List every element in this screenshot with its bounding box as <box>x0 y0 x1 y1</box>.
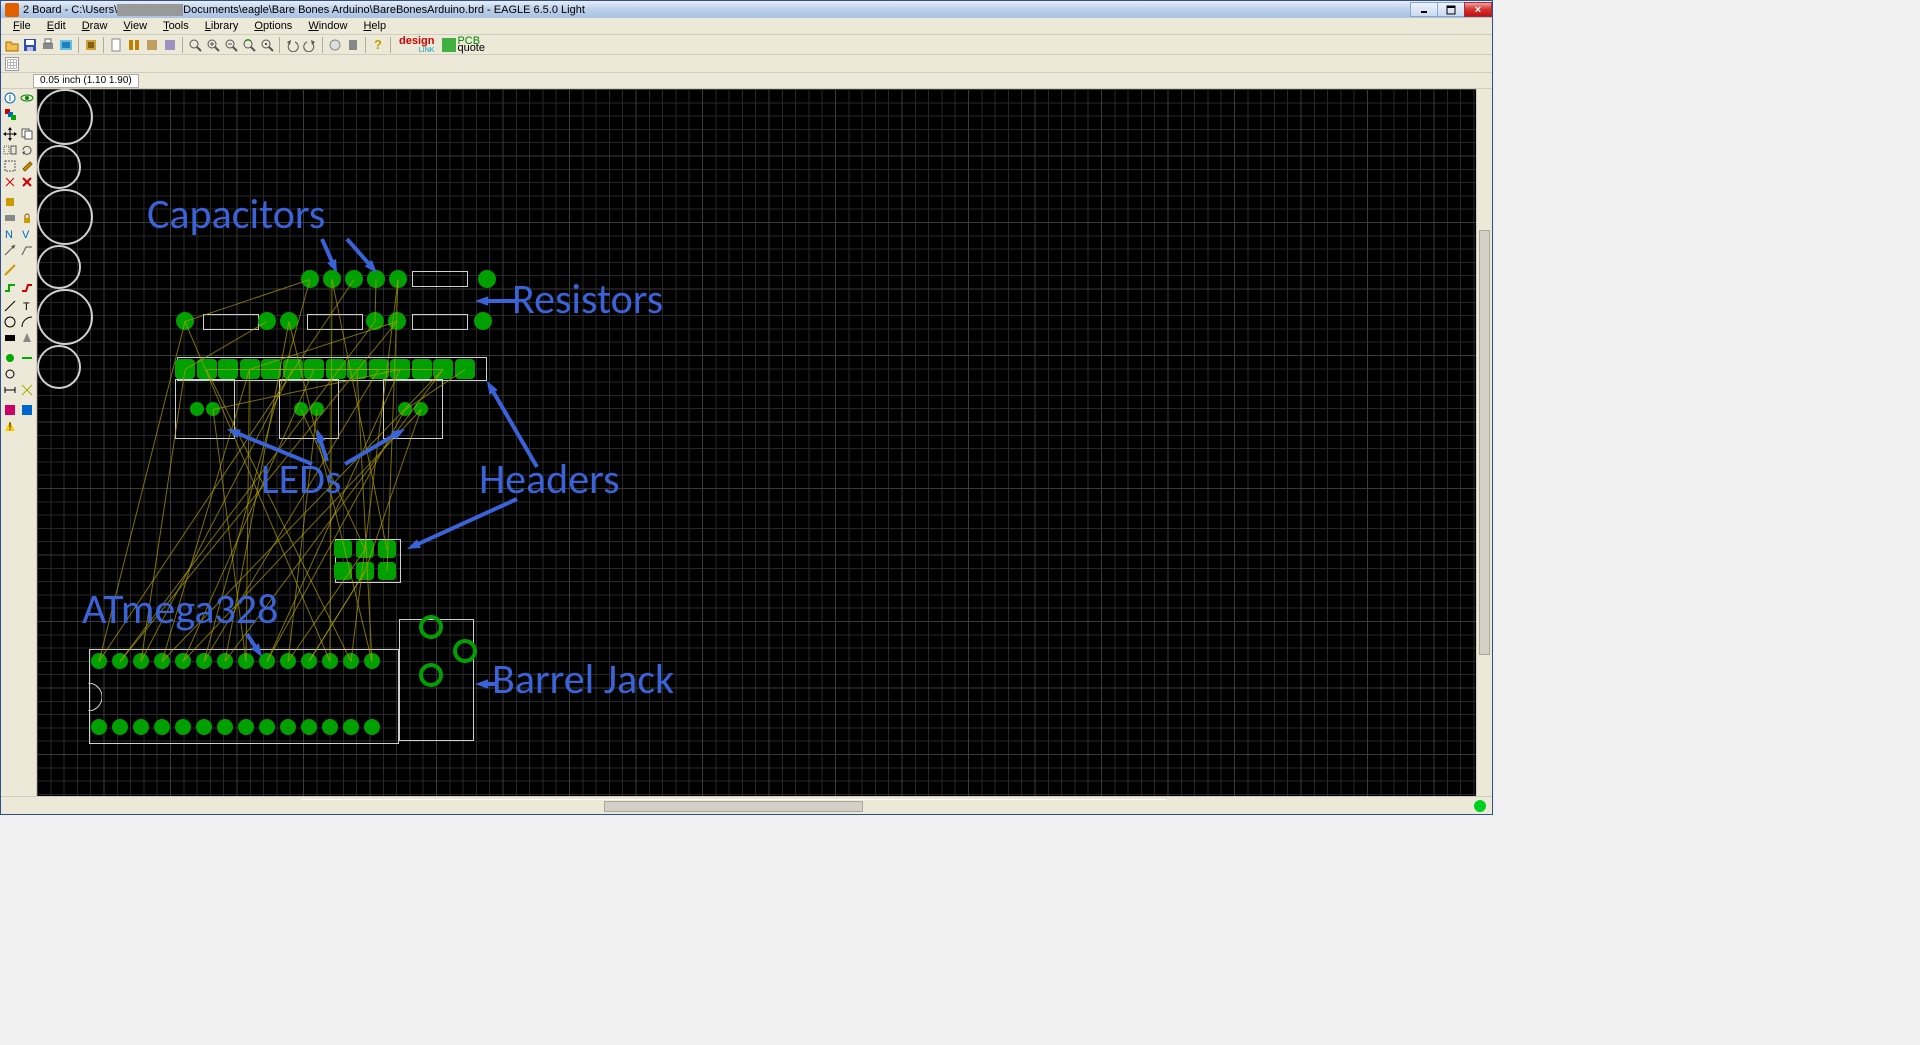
mark-icon[interactable] <box>19 106 36 122</box>
stop-icon[interactable] <box>327 37 343 53</box>
statusbar <box>1 796 1492 814</box>
coord-display: 0.05 inch (1.10 1.90) <box>33 74 139 88</box>
miter-icon[interactable] <box>19 242 36 258</box>
change-icon[interactable] <box>19 158 36 174</box>
route-icon[interactable] <box>2 278 19 294</box>
maximize-button[interactable] <box>1437 2 1465 17</box>
ratsnest-icon[interactable] <box>19 382 36 398</box>
titlebar: 2 Board - C:\Users\xxxxxxxxxxxxDocuments… <box>1 1 1492 18</box>
app-icon <box>5 3 19 17</box>
wire-icon[interactable] <box>2 298 19 314</box>
menu-options[interactable]: Options <box>246 19 300 33</box>
show-icon[interactable] <box>19 90 36 106</box>
rect-icon[interactable] <box>2 330 19 346</box>
canvas[interactable]: CapacitorsResistorsLEDsHeadersATmega328B… <box>37 89 1476 796</box>
pcbquote-icon[interactable]: PCBquote <box>442 38 485 52</box>
split-icon[interactable] <box>2 262 19 278</box>
auto-icon[interactable] <box>2 402 19 418</box>
designlink-icon[interactable]: designLINK <box>399 35 434 54</box>
param-toolbar <box>1 55 1492 73</box>
window-title: 2 Board - C:\Users\xxxxxxxxxxxxDocuments… <box>23 4 585 16</box>
errors-icon[interactable]: ! <box>2 418 19 434</box>
save-icon[interactable] <box>22 37 38 53</box>
svg-text:N: N <box>5 229 13 241</box>
smash-icon[interactable] <box>2 242 19 258</box>
print-icon[interactable] <box>40 37 56 53</box>
ripup-icon[interactable] <box>19 278 36 294</box>
zoom-redraw-icon[interactable] <box>241 37 257 53</box>
name-icon[interactable]: N <box>2 226 19 242</box>
dimension-icon[interactable] <box>2 382 19 398</box>
sheet-icon[interactable] <box>108 37 124 53</box>
via-icon[interactable] <box>2 350 19 366</box>
vertical-scrollbar[interactable] <box>1476 89 1492 796</box>
menu-draw[interactable]: Draw <box>74 19 116 33</box>
run-icon[interactable] <box>162 37 178 53</box>
delete-icon[interactable] <box>19 174 36 190</box>
svg-text:V: V <box>22 229 30 241</box>
app-window: 2 Board - C:\Users\xxxxxxxxxxxxDocuments… <box>0 0 1493 815</box>
script-icon[interactable] <box>144 37 160 53</box>
go-icon[interactable] <box>345 37 361 53</box>
zoom-fit-icon[interactable] <box>187 37 203 53</box>
polygon-icon[interactable] <box>19 330 36 346</box>
replace-icon[interactable] <box>2 210 19 226</box>
layers-icon[interactable] <box>2 106 19 122</box>
circle-icon[interactable] <box>2 314 19 330</box>
text-icon[interactable]: T <box>19 298 36 314</box>
svg-text:!: ! <box>8 421 11 433</box>
cut-icon[interactable] <box>2 174 19 190</box>
grid-toggle-icon[interactable] <box>5 57 19 71</box>
signal-icon[interactable] <box>19 350 36 366</box>
drc-icon[interactable] <box>19 402 36 418</box>
horizontal-scrollbar[interactable] <box>301 799 1166 813</box>
menu-edit[interactable]: Edit <box>39 19 74 33</box>
mirror-icon[interactable] <box>2 142 19 158</box>
annotation-headers: Headers <box>479 454 620 505</box>
board-icon[interactable] <box>83 37 99 53</box>
menu-file[interactable]: File <box>5 19 39 33</box>
group-icon[interactable] <box>2 158 19 174</box>
svg-text:T: T <box>23 301 30 313</box>
menubar: File Edit Draw View Tools Library Option… <box>1 18 1492 35</box>
redo-icon[interactable] <box>302 37 318 53</box>
copy-icon[interactable] <box>19 126 36 142</box>
svg-text:i: i <box>9 92 11 104</box>
zoom-select-icon[interactable] <box>259 37 275 53</box>
optimize-icon[interactable] <box>19 262 36 278</box>
value-icon[interactable]: V <box>19 226 36 242</box>
undo-icon[interactable] <box>284 37 300 53</box>
info-icon[interactable]: i <box>2 90 19 106</box>
zoom-in-icon[interactable] <box>205 37 221 53</box>
main-toolbar: ? designLINK PCBquote <box>1 35 1492 55</box>
arc-icon[interactable] <box>19 314 36 330</box>
library-icon[interactable] <box>126 37 142 53</box>
add-icon[interactable] <box>2 194 19 210</box>
workarea: i NV T ! CapacitorsRe <box>1 89 1492 796</box>
annotation-resistors: Resistors <box>512 274 663 325</box>
help-icon[interactable]: ? <box>370 37 386 53</box>
minimize-button[interactable] <box>1410 2 1438 17</box>
left-toolbar: i NV T ! <box>1 89 37 796</box>
rotate-icon[interactable] <box>19 142 36 158</box>
menu-view[interactable]: View <box>115 19 155 33</box>
hole-icon[interactable] <box>2 366 19 382</box>
move-icon[interactable] <box>2 126 19 142</box>
cam-icon[interactable] <box>58 37 74 53</box>
menu-tools[interactable]: Tools <box>155 19 197 33</box>
component-layer: CapacitorsResistorsLEDsHeadersATmega328B… <box>37 89 1476 796</box>
coord-bar: 0.05 inch (1.10 1.90) <box>1 73 1492 89</box>
close-button[interactable]: × <box>1464 2 1492 17</box>
zoom-out-icon[interactable] <box>223 37 239 53</box>
menu-library[interactable]: Library <box>197 19 247 33</box>
status-dot-icon <box>1474 800 1486 812</box>
annotation-capacitors: Capacitors <box>147 189 325 240</box>
pinswap-icon[interactable] <box>19 194 36 210</box>
annotation-barrel: Barrel Jack <box>492 654 674 705</box>
open-icon[interactable] <box>4 37 20 53</box>
attribute-icon[interactable] <box>19 366 36 382</box>
lock-icon[interactable] <box>19 210 36 226</box>
menu-window[interactable]: Window <box>300 19 355 33</box>
menu-help[interactable]: Help <box>355 19 394 33</box>
